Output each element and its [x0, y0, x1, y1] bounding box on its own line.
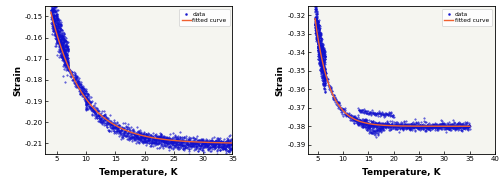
Legend: data, fitted curve: data, fitted curve	[442, 9, 492, 26]
X-axis label: Temperature, K: Temperature, K	[362, 168, 440, 177]
Legend: data, fitted curve: data, fitted curve	[179, 9, 230, 26]
fitted curve	[169, 139, 175, 142]
data	[437, 123, 443, 125]
data	[51, 17, 57, 19]
data	[150, 137, 156, 139]
fitted curve	[466, 125, 472, 127]
data	[370, 112, 376, 115]
fitted curve	[428, 125, 434, 127]
data	[208, 146, 214, 148]
Line: data: data	[50, 0, 233, 155]
Line: fitted curve: fitted curve	[51, 12, 233, 143]
fitted curve	[382, 124, 388, 127]
fitted curve	[403, 125, 409, 127]
data	[316, 49, 322, 51]
Y-axis label: Strain: Strain	[276, 64, 284, 96]
fitted curve	[155, 137, 161, 140]
data	[160, 144, 166, 146]
data	[132, 135, 138, 137]
fitted curve	[352, 118, 358, 121]
Line: data: data	[314, 2, 470, 137]
fitted curve	[184, 140, 190, 143]
X-axis label: Temperature, K: Temperature, K	[100, 168, 178, 177]
fitted curve	[130, 132, 136, 134]
data	[374, 136, 380, 138]
fitted curve	[230, 142, 235, 144]
data	[312, 1, 318, 4]
fitted curve	[48, 11, 54, 13]
data	[214, 153, 220, 155]
fitted curve	[312, 18, 318, 20]
fitted curve	[340, 109, 345, 111]
fitted curve	[80, 93, 86, 96]
data	[422, 129, 428, 132]
data	[390, 116, 396, 118]
data	[50, 10, 56, 12]
data	[312, 16, 318, 19]
data	[356, 109, 362, 111]
data	[402, 125, 408, 128]
data	[50, 11, 56, 13]
Y-axis label: Strain: Strain	[13, 64, 22, 96]
Line: fitted curve: fitted curve	[315, 19, 470, 126]
fitted curve	[94, 111, 100, 113]
data	[60, 55, 66, 57]
fitted curve	[416, 125, 422, 127]
